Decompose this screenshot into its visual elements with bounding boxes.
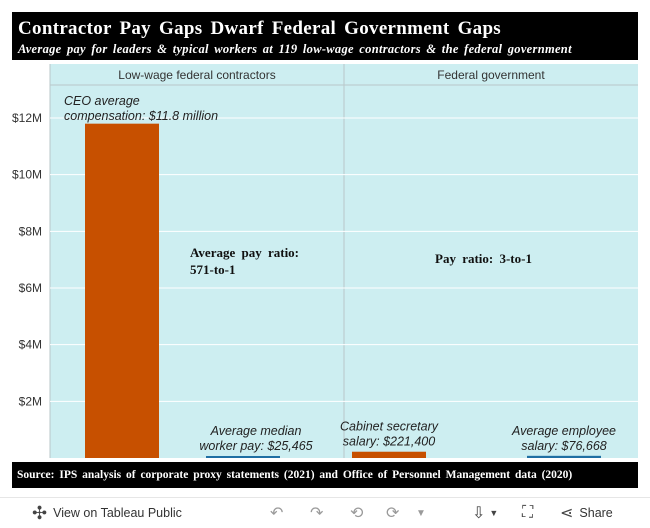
chart-header: Contractor Pay Gaps Dwarf Federal Govern… xyxy=(12,12,638,60)
y-tick-label: $6M xyxy=(19,281,42,295)
tableau-toolbar: ✣ View on Tableau Public ↶ ↷ ⟲ ⟳ ▼ ⇩ ▼ ⛶… xyxy=(0,497,650,528)
panel-header-bg xyxy=(50,64,344,85)
fullscreen-icon: ⛶ xyxy=(522,504,534,521)
ratio-annotation: Average pay ratio: xyxy=(190,245,299,260)
panel-header-label: Federal government xyxy=(437,68,545,82)
bar-label: compensation: $11.8 million xyxy=(64,109,218,123)
bar xyxy=(352,451,426,458)
undo-button[interactable]: ↶ xyxy=(270,498,283,528)
chart-title: Contractor Pay Gaps Dwarf Federal Govern… xyxy=(18,18,502,39)
y-tick-label: $8M xyxy=(19,224,42,238)
refresh-icon: ⟳ xyxy=(386,505,400,522)
undo-icon: ↶ xyxy=(270,505,284,522)
chart-subtitle: Average pay for leaders & typical worker… xyxy=(18,42,572,56)
bar-label: worker pay: $25,465 xyxy=(199,439,312,453)
chart-source: Source: IPS analysis of corporate proxy … xyxy=(17,469,573,481)
fullscreen-button[interactable]: ⛶ xyxy=(522,498,533,528)
y-tick-label: $12M xyxy=(12,111,42,125)
y-tick-label: $2M xyxy=(19,394,42,408)
tableau-logo-icon: ✣ xyxy=(32,502,48,523)
share-icon: ⋖ xyxy=(560,505,574,522)
bar-label: salary: $76,668 xyxy=(521,439,607,453)
y-tick-label: $10M xyxy=(12,168,42,182)
view-on-tableau-label: View on Tableau Public xyxy=(53,506,182,520)
ratio-annotation: Pay ratio: 3-to-1 xyxy=(435,251,532,266)
y-tick-label: $4M xyxy=(19,338,42,352)
redo-icon: ↷ xyxy=(310,505,324,522)
chart-svg: $2M $4M $6M $8M $10M $12M Low-wage federal con… xyxy=(12,64,638,458)
panel-header-bg xyxy=(344,64,638,85)
chart-plot-area: $2M $4M $6M $8M $10M $12M Low-wage federal con… xyxy=(12,64,638,458)
ratio-annotation: 571-to-1 xyxy=(190,262,236,277)
view-on-tableau-button[interactable]: ✣ View on Tableau Public xyxy=(32,498,182,528)
chevron-down-icon: ▼ xyxy=(489,508,499,518)
download-icon: ⇩ xyxy=(472,505,486,522)
pause-dropdown-button[interactable]: ▼ xyxy=(416,498,426,528)
panel-header-label: Low-wage federal contractors xyxy=(118,68,275,82)
share-button[interactable]: ⋖ Share xyxy=(560,498,613,528)
bar-label: Average median xyxy=(210,424,302,438)
revert-icon: ⟲ xyxy=(350,505,364,522)
share-label: Share xyxy=(579,506,613,520)
revert-button[interactable]: ⟲ xyxy=(350,498,363,528)
bar-label: Cabinet secretary xyxy=(340,420,439,434)
bar-label: salary: $221,400 xyxy=(343,435,435,449)
download-button[interactable]: ⇩ ▼ xyxy=(472,498,498,528)
bar xyxy=(206,456,280,458)
bar xyxy=(527,455,601,458)
bar-label: Average employee xyxy=(511,424,616,438)
chevron-down-icon: ▼ xyxy=(416,507,426,519)
redo-button[interactable]: ↷ xyxy=(310,498,323,528)
bar xyxy=(85,123,159,458)
bar-label: CEO average xyxy=(64,94,140,108)
chart-footer: Source: IPS analysis of corporate proxy … xyxy=(12,462,638,488)
panel-plot-bg xyxy=(344,85,638,458)
refresh-button[interactable]: ⟳ xyxy=(386,498,399,528)
